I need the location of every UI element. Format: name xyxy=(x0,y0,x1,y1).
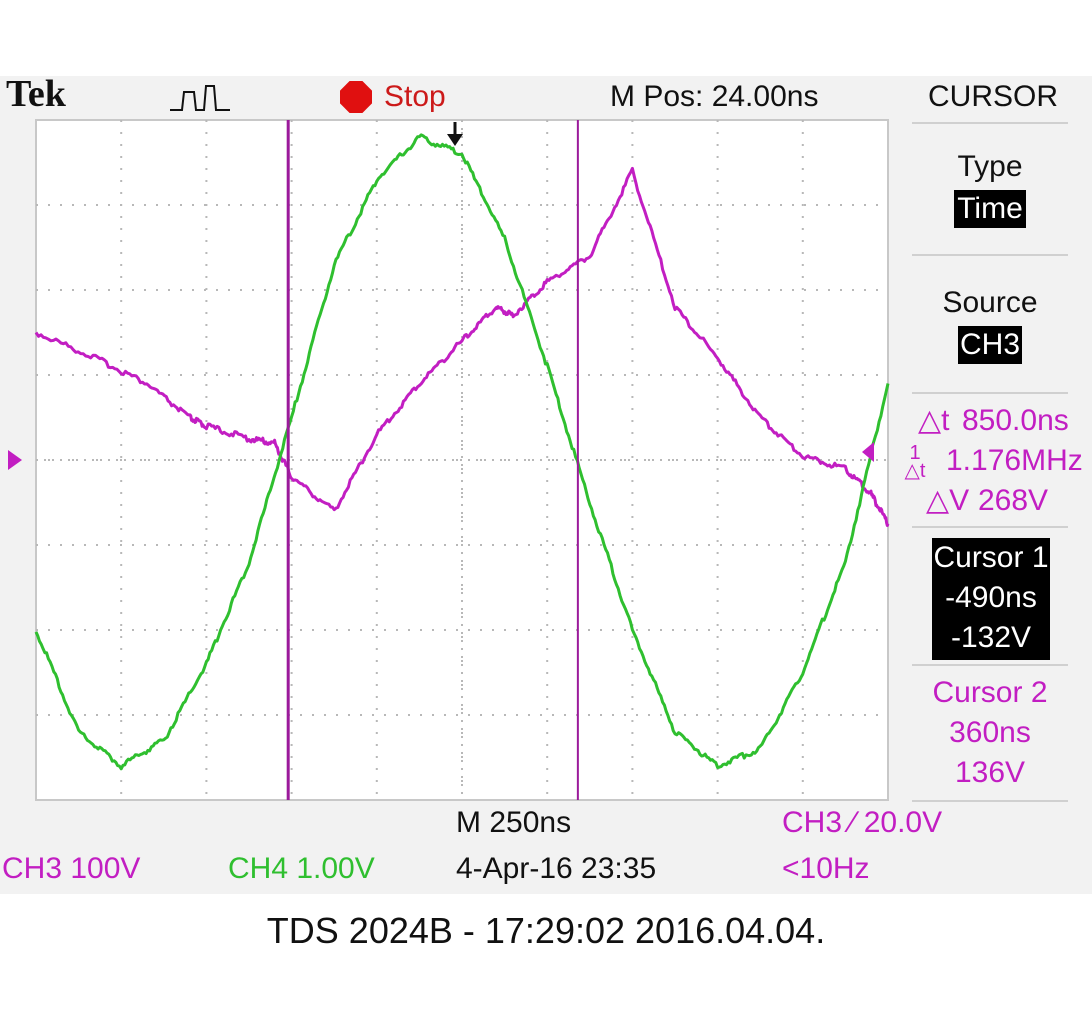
delta-t-icon: △t xyxy=(918,404,950,437)
menu-divider xyxy=(912,664,1068,666)
cursor1-label: Cursor 1 xyxy=(933,541,1049,574)
ch4-scale: CH4 1.00V xyxy=(228,852,375,885)
brand-logo: Tek xyxy=(6,73,66,115)
m-pos-readout: M Pos: 24.00ns xyxy=(610,80,819,113)
cursor1-time: -490ns xyxy=(945,581,1037,614)
type-label: Type xyxy=(957,150,1023,183)
stop-icon xyxy=(340,81,372,113)
delta-t-readout: 850.0ns xyxy=(962,404,1069,437)
delta-v-icon: △V xyxy=(926,484,970,517)
menu-title: CURSOR xyxy=(928,80,1059,113)
source-value[interactable]: CH3 xyxy=(958,326,1022,364)
cursor2-time: 360ns xyxy=(949,716,1031,749)
source-label: Source xyxy=(942,286,1038,319)
type-value[interactable]: Time xyxy=(954,190,1026,228)
timebase-readout: M 250ns xyxy=(456,806,572,839)
cursor1-volt: -132V xyxy=(950,621,1032,654)
menu-divider xyxy=(912,800,1068,802)
menu-divider xyxy=(912,254,1068,256)
run-state: Stop xyxy=(384,80,446,113)
trigger-frequency: <10Hz xyxy=(782,852,870,885)
inv-delta-t-icon: 1 △t xyxy=(904,442,926,482)
delta-v-readout: 268V xyxy=(978,484,1049,517)
footer-caption: TDS 2024B - 17:29:02 2016.04.04. xyxy=(266,910,826,951)
ch3-scale: CH3 100V xyxy=(2,852,141,885)
trigger-readout: CH3 ∕ 20.0V xyxy=(782,806,943,839)
cursor2-volt: 136V xyxy=(954,756,1026,789)
menu-divider xyxy=(912,392,1068,394)
cursor1-button[interactable]: Cursor 1 -490ns -132V xyxy=(932,538,1050,660)
inv-delta-t-readout: 1.176MHz xyxy=(946,444,1083,477)
menu-divider xyxy=(912,122,1068,124)
cursor2-label[interactable]: Cursor 2 xyxy=(932,676,1048,709)
menu-divider xyxy=(912,526,1068,528)
date-readout: 4-Apr-16 23:35 xyxy=(456,852,657,885)
